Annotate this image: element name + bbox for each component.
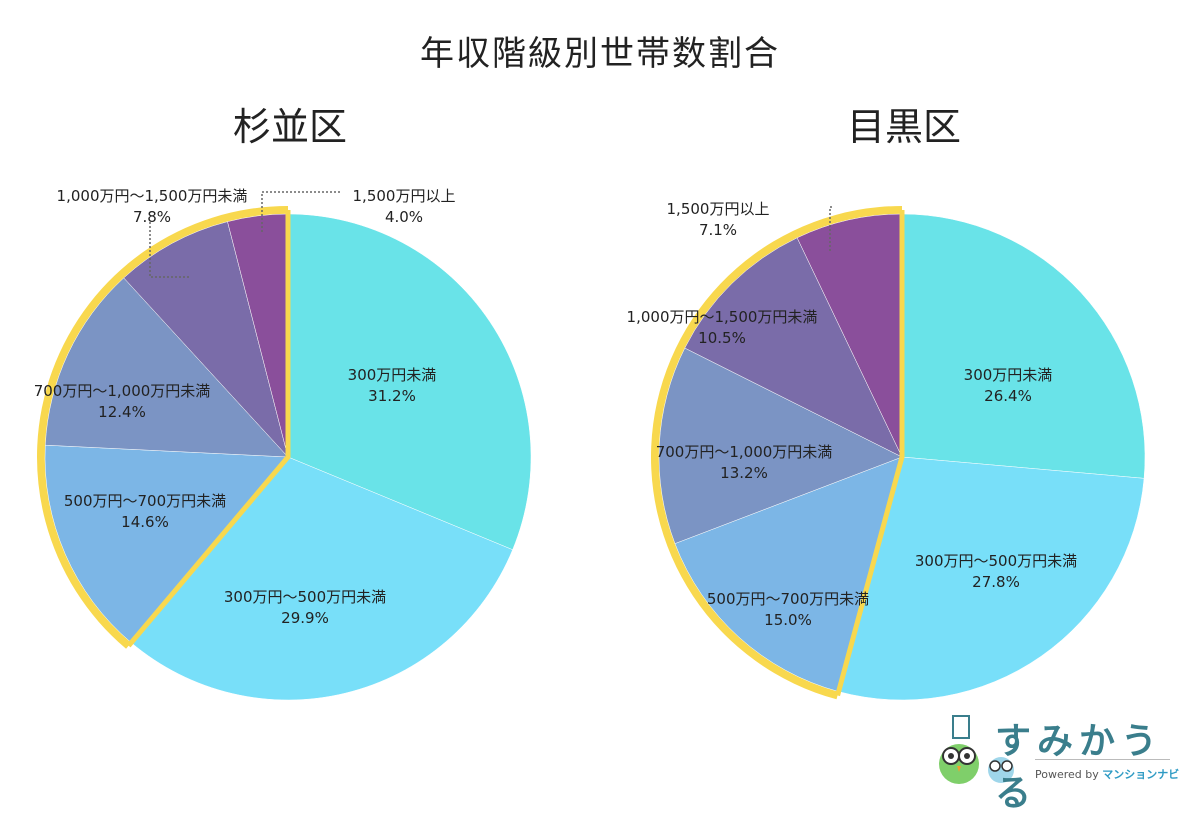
logo-wordmark: すみかうる <box>995 721 1164 814</box>
pie-slice <box>287 213 532 551</box>
pie-chart-meguro: 300万円未満 26.4% 300万円～500万円未満 27.8% 500万円～700万… <box>627 200 1146 701</box>
slice-value-label: 7.8% <box>133 208 171 226</box>
slice-category-label: 1,000万円～1,500万円未満 <box>57 187 248 205</box>
slice-value-label: 10.5% <box>698 329 746 347</box>
slice-value-label: 14.6% <box>121 513 169 531</box>
slice-value-label: 7.1% <box>699 221 737 239</box>
slice-value-label: 26.4% <box>984 387 1032 405</box>
highlight-outline <box>835 210 905 697</box>
slice-category-label: 700万円～1,000万円未満 <box>34 382 211 400</box>
pie-slice <box>901 213 1146 479</box>
main-title: 年収階級別世帯数割合 <box>420 34 780 74</box>
slice-category-label: 500万円～700万円未満 <box>64 492 226 510</box>
leader-line <box>149 222 190 278</box>
slice-category-label: 500万円～700万円未満 <box>707 590 869 608</box>
sumikauru-logo: すみかうる Powered by マンションナビ <box>935 712 1179 814</box>
slice-category-label: 300万円未満 <box>348 366 437 384</box>
pie-slice <box>684 237 903 458</box>
logo-divider <box>1035 759 1170 760</box>
slice-category-label: 300万円～500万円未満 <box>224 588 386 606</box>
brand-text: マンションナビ <box>1102 768 1180 781</box>
pie-slice <box>674 456 903 692</box>
slice-category-label: 300万円～500万円未満 <box>915 552 1077 570</box>
mascot-icon <box>939 715 1014 784</box>
pie-chart-suginami: 300万円未満 31.2% 300万円～500万円未満 29.9% 500万円～700万… <box>34 187 532 701</box>
slice-category-label: 300万円未満 <box>964 366 1053 384</box>
slice-value-label: 12.4% <box>98 403 146 421</box>
pie-slice <box>44 444 289 644</box>
slice-category-label: 700万円～1,000万円未満 <box>656 443 833 461</box>
slice-category-label: 1,500万円以上 <box>353 187 456 205</box>
slice-value-label: 15.0% <box>764 611 812 629</box>
slice-value-label: 4.0% <box>385 208 423 226</box>
pie-slice <box>130 456 513 701</box>
slice-value-label: 29.9% <box>281 609 329 627</box>
pie-slice <box>838 456 1145 701</box>
leader-line <box>829 206 832 252</box>
logo-powered-by: Powered by マンションナビ <box>1035 766 1179 782</box>
slice-value-label: 13.2% <box>720 464 768 482</box>
pie-slice <box>123 221 289 458</box>
slice-value-label: 31.2% <box>368 387 416 405</box>
slice-category-label: 1,000万円～1,500万円未満 <box>627 308 818 326</box>
pie-slice <box>658 347 903 544</box>
powered-by-text: Powered by <box>1035 768 1099 781</box>
highlight-outline <box>126 210 291 648</box>
chart-title-suginami: 杉並区 <box>232 105 347 149</box>
slice-category-label: 1,500万円以上 <box>667 200 770 218</box>
leader-line <box>261 191 342 232</box>
slice-value-label: 27.8% <box>972 573 1020 591</box>
pie-slice <box>45 277 289 458</box>
chart-title-meguro: 目黒区 <box>846 105 961 149</box>
